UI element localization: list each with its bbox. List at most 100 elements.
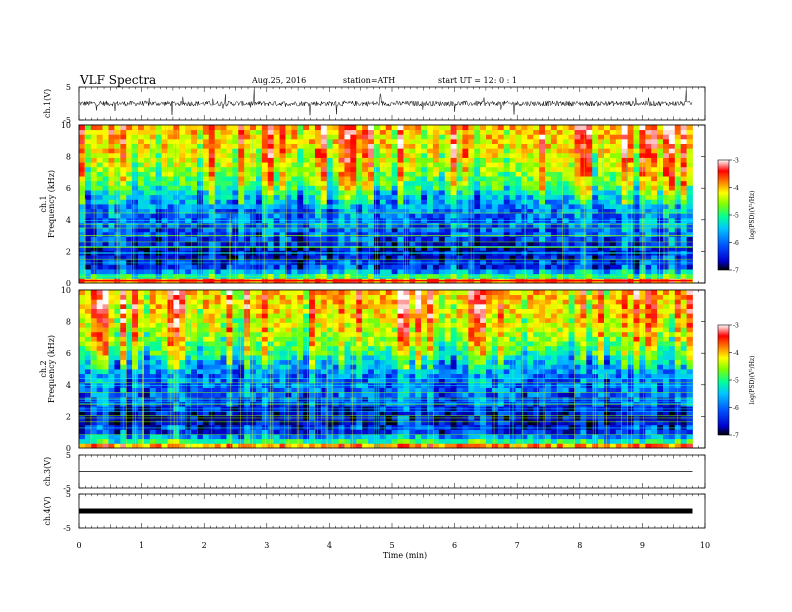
spectrogram-cell	[273, 213, 280, 219]
spectrogram-cell	[155, 194, 162, 200]
spectrogram-cell	[621, 227, 628, 233]
spectrogram-cell	[167, 162, 174, 168]
spectrogram-cell	[291, 231, 298, 237]
spectrogram-cell	[320, 185, 328, 191]
spectrogram-cell	[297, 429, 304, 435]
spectrogram-cell	[220, 434, 227, 440]
spectrogram-cell	[238, 438, 245, 444]
spectrogram-cell	[462, 134, 469, 140]
spectrogram-cell	[539, 190, 546, 196]
spectrogram-cell	[96, 190, 103, 196]
spectrogram-cell	[609, 204, 617, 210]
spectrogram-cell	[173, 157, 180, 163]
spectrogram-cell	[438, 264, 446, 270]
spectrogram-cell	[421, 185, 428, 191]
spectrogram-cell	[126, 208, 133, 214]
spectrogram-cell	[350, 138, 357, 144]
spectrogram-cell	[173, 134, 180, 140]
spectrogram-cell	[379, 125, 387, 131]
spectrogram-cell	[208, 245, 216, 251]
spectrogram-cell	[191, 273, 198, 279]
spectrogram-cell	[179, 208, 186, 214]
spectrogram-cell	[303, 250, 310, 256]
spectrogram-cell	[657, 204, 664, 210]
spectrogram-cell	[562, 269, 570, 275]
spectrogram-cell	[208, 236, 216, 242]
spectrogram-cell	[155, 429, 162, 435]
spectrogram-cell	[291, 129, 298, 135]
spectrogram-cell	[444, 443, 452, 449]
spectrogram-cell	[167, 129, 174, 135]
spectrogram-cell	[326, 273, 334, 279]
spectrogram-cell	[326, 176, 334, 182]
spectrogram-cell	[662, 157, 670, 163]
spectrogram-cell	[409, 143, 416, 149]
spectrogram-cell	[191, 138, 198, 144]
spectrogram-cell	[267, 434, 275, 440]
spectrogram-cell	[527, 185, 534, 191]
spectrogram-cell	[657, 213, 664, 219]
spectrogram-cell	[645, 236, 652, 242]
spectrogram-cell	[521, 180, 528, 186]
spectrogram-cell	[598, 125, 605, 131]
spectrogram-cell	[155, 269, 162, 275]
spectrogram-cell	[285, 134, 292, 140]
spectrogram-cell	[432, 264, 440, 270]
spectrogram-cell	[291, 208, 298, 214]
spectrogram-cell	[362, 429, 369, 435]
spectrogram-cell	[550, 194, 558, 200]
spectrogram-cell	[362, 180, 369, 186]
spectrogram-cell	[562, 227, 570, 233]
spectrogram-cell	[562, 138, 570, 144]
spectrogram-cell	[285, 222, 292, 228]
spectrogram-cell	[462, 176, 469, 182]
spectrogram-cell	[179, 250, 186, 256]
spectrogram-cell	[155, 157, 162, 163]
spectrogram-cell	[214, 204, 221, 210]
spectrogram-cell	[491, 138, 499, 144]
spectrogram-cell	[155, 213, 162, 219]
spectrogram-cell	[332, 438, 339, 444]
spectrogram-cell	[480, 429, 487, 435]
spectrogram-cell	[657, 162, 664, 168]
spectrogram-cell	[568, 125, 575, 131]
spectrogram-cell	[556, 241, 564, 247]
spectrogram-cell	[344, 148, 351, 154]
spectrogram-cell	[621, 250, 628, 256]
spectrogram-cell	[586, 180, 593, 186]
spectrogram-cell	[314, 152, 322, 158]
spectrogram-cell	[356, 185, 363, 191]
spectrogram-cell	[362, 434, 369, 440]
spectrogram-cell	[285, 143, 292, 149]
spectrogram-cell	[309, 241, 316, 247]
spectrogram-cell	[645, 259, 652, 265]
spectrogram-cell	[574, 171, 581, 177]
spectrogram-cell	[208, 255, 216, 261]
spectrogram-cell	[533, 176, 540, 182]
spectrogram-cell	[427, 213, 434, 219]
spectrogram-cell	[84, 208, 92, 214]
spectrogram-cell	[397, 420, 404, 426]
spectrogram-cell	[668, 148, 676, 154]
spectrogram-cell	[84, 129, 92, 135]
spectrogram-cell	[155, 231, 162, 237]
spectrogram-cell	[255, 125, 263, 131]
spectrogram-cell	[356, 213, 363, 219]
spectrogram-cell	[545, 185, 552, 191]
spectrogram-cell	[167, 157, 174, 163]
spectrogram-cell	[456, 125, 463, 131]
spectrogram-cell	[527, 152, 534, 158]
spectrogram-cell	[491, 185, 499, 191]
spectrogram-cell	[161, 420, 168, 426]
spectrogram-cell	[574, 245, 581, 251]
spectrogram-cell	[238, 138, 245, 144]
spectrogram-cell	[580, 180, 587, 186]
spectrogram-cell	[615, 429, 623, 435]
spectrogram-cell	[515, 190, 522, 196]
spectrogram-cell	[108, 264, 115, 270]
spectrogram-cell	[179, 157, 186, 163]
spectrogram-cell	[421, 269, 428, 275]
spectrogram-cell	[432, 269, 440, 275]
spectrogram-cell	[556, 138, 564, 144]
spectrogram-cell	[592, 199, 599, 205]
